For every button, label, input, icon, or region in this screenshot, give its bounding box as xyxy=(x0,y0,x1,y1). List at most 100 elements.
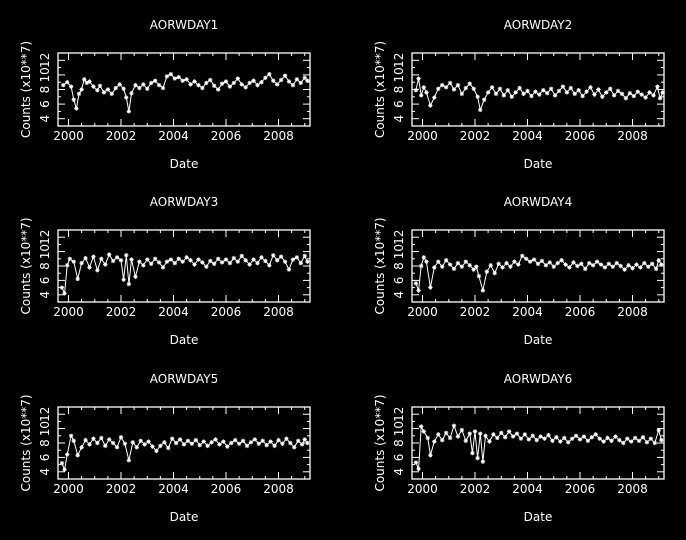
data-point xyxy=(271,78,276,83)
x-tick-label: 2000 xyxy=(407,482,438,496)
data-point xyxy=(99,435,104,441)
data-point xyxy=(168,257,174,262)
y-tick-label: 8 xyxy=(392,439,406,447)
data-point xyxy=(588,85,593,90)
data-point xyxy=(472,429,478,434)
data-point xyxy=(512,259,517,264)
data-point xyxy=(563,262,568,267)
data-point xyxy=(172,76,178,81)
data-point xyxy=(471,86,476,91)
y-tick-label: 12 xyxy=(38,407,52,422)
data-point xyxy=(489,85,495,90)
data-point xyxy=(636,438,642,444)
x-tick-label: 2002 xyxy=(106,129,137,143)
data-point xyxy=(75,453,80,458)
data-point xyxy=(632,435,638,441)
data-point xyxy=(575,263,580,269)
data-point xyxy=(504,260,509,266)
data-point xyxy=(521,91,526,97)
data-point xyxy=(231,80,237,86)
data-point xyxy=(129,257,134,262)
y-tick-label: 6 xyxy=(392,277,406,285)
data-point xyxy=(215,256,221,261)
y-tick-label: 8 xyxy=(392,262,406,270)
data-point xyxy=(443,258,449,263)
data-point xyxy=(103,443,108,449)
data-point xyxy=(239,82,244,87)
data-point xyxy=(436,259,441,264)
data-point xyxy=(631,93,637,99)
data-point xyxy=(110,440,116,446)
data-point xyxy=(164,259,170,264)
data-point xyxy=(459,264,465,269)
data-point xyxy=(141,82,146,87)
data-point xyxy=(59,460,65,466)
data-point xyxy=(305,78,310,83)
x-tick-label: 2008 xyxy=(617,129,648,143)
data-point xyxy=(474,264,479,269)
data-point xyxy=(251,257,256,262)
data-point xyxy=(584,89,589,94)
data-point xyxy=(208,77,213,83)
x-axis-label: Date xyxy=(524,157,553,171)
data-point xyxy=(64,80,70,85)
data-point xyxy=(516,262,521,267)
data-point xyxy=(185,438,191,444)
data-point xyxy=(79,260,84,266)
data-point xyxy=(518,436,524,441)
data-point xyxy=(251,78,256,83)
data-point xyxy=(559,258,564,263)
data-point xyxy=(546,432,551,438)
y-tick-label: 12 xyxy=(392,53,406,68)
data-point xyxy=(447,262,453,267)
data-point xyxy=(492,271,497,276)
plot-frame xyxy=(411,406,665,480)
data-point xyxy=(509,94,514,99)
data-point xyxy=(146,439,151,444)
y-tick-label: 12 xyxy=(38,53,52,68)
data-point xyxy=(152,78,158,83)
x-tick-label: 2000 xyxy=(53,129,84,143)
data-point xyxy=(278,254,284,259)
data-point xyxy=(577,437,583,442)
y-tick-label: 8 xyxy=(392,86,406,94)
data-point xyxy=(538,434,543,439)
data-point xyxy=(82,77,87,82)
data-point xyxy=(282,259,288,264)
data-point xyxy=(122,441,128,446)
data-point xyxy=(439,437,445,443)
data-point xyxy=(436,432,441,437)
data-point xyxy=(640,435,646,440)
x-tick-label: 2002 xyxy=(106,305,137,319)
panel-title: AORWDAY2 xyxy=(504,18,572,32)
data-point xyxy=(451,423,457,428)
data-point xyxy=(611,93,617,98)
data-point xyxy=(597,436,602,441)
panel-title: AORWDAY1 xyxy=(150,18,218,32)
data-point xyxy=(91,436,96,441)
data-point xyxy=(609,438,614,444)
data-point xyxy=(118,258,124,263)
series-line xyxy=(415,255,662,291)
y-tick-label: 12 xyxy=(38,230,52,245)
x-tick-label: 2002 xyxy=(460,482,491,496)
data-point xyxy=(568,85,574,91)
data-point xyxy=(142,442,147,447)
data-point xyxy=(184,77,189,82)
data-point xyxy=(152,256,158,261)
data-point xyxy=(247,262,252,267)
data-point xyxy=(560,84,566,89)
data-point xyxy=(252,437,258,442)
data-point xyxy=(244,443,250,449)
data-point xyxy=(231,255,237,261)
data-point xyxy=(268,439,273,444)
data-point xyxy=(501,93,507,98)
y-tick-label: 4 xyxy=(38,291,52,299)
data-point xyxy=(223,79,229,84)
series-line xyxy=(63,73,308,112)
x-tick-label: 2006 xyxy=(211,305,242,319)
data-point xyxy=(622,267,627,272)
data-point xyxy=(276,437,281,443)
data-point xyxy=(260,438,265,444)
y-tick-label: 4 xyxy=(392,291,406,299)
